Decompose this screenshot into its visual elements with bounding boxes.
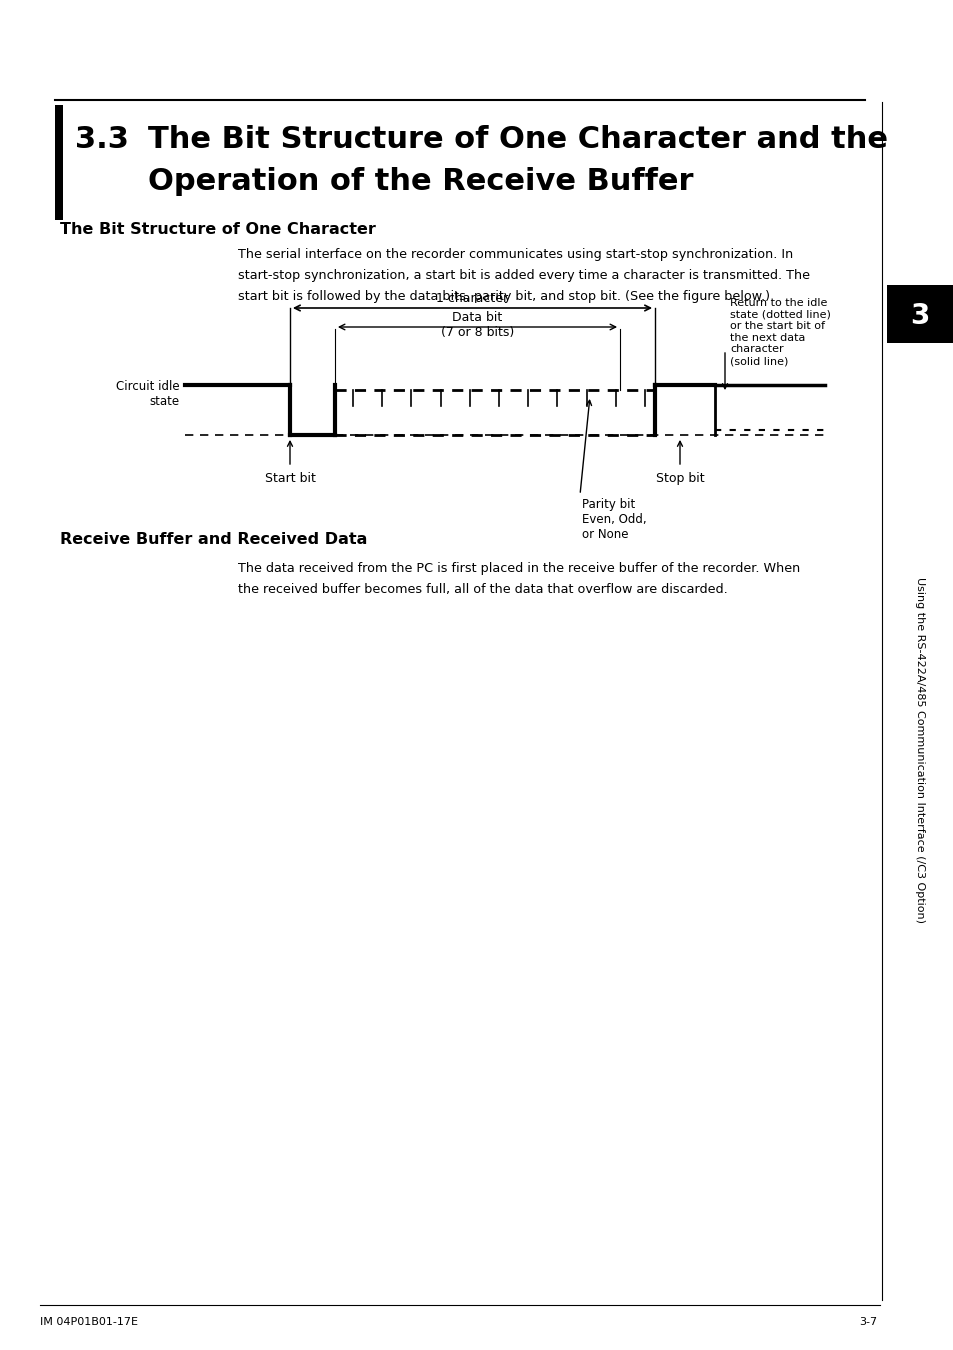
- Text: Operation of the Receive Buffer: Operation of the Receive Buffer: [148, 167, 693, 196]
- Text: Return to the idle
state (dotted line)
or the start bit of
the next data
charact: Return to the idle state (dotted line) o…: [729, 298, 830, 366]
- Text: Data bit: Data bit: [452, 310, 502, 324]
- Text: The Bit Structure of One Character: The Bit Structure of One Character: [60, 221, 375, 238]
- Text: (7 or 8 bits): (7 or 8 bits): [440, 325, 514, 339]
- Text: the received buffer becomes full, all of the data that overflow are discarded.: the received buffer becomes full, all of…: [237, 583, 727, 595]
- Text: 1 character: 1 character: [436, 292, 508, 305]
- Text: 3.3: 3.3: [75, 126, 129, 154]
- Text: Start bit: Start bit: [264, 472, 315, 485]
- Text: 3-7: 3-7: [858, 1318, 876, 1327]
- Bar: [886, 285, 953, 343]
- Bar: [55, 105, 63, 220]
- Text: start-stop synchronization, a start bit is added every time a character is trans: start-stop synchronization, a start bit …: [237, 269, 809, 282]
- Text: Receive Buffer and Received Data: Receive Buffer and Received Data: [60, 532, 367, 547]
- Text: Parity bit
Even, Odd,
or None: Parity bit Even, Odd, or None: [581, 498, 646, 541]
- Text: Stop bit: Stop bit: [655, 472, 703, 485]
- Text: Circuit idle
state: Circuit idle state: [116, 379, 180, 408]
- Text: The data received from the PC is first placed in the receive buffer of the recor: The data received from the PC is first p…: [237, 562, 800, 575]
- Text: The Bit Structure of One Character and the: The Bit Structure of One Character and t…: [148, 126, 887, 154]
- Text: start bit is followed by the data bits, parity bit, and stop bit. (See the figur: start bit is followed by the data bits, …: [237, 290, 769, 302]
- Text: Using the RS-422A/485 Communication Interface (/C3 Option): Using the RS-422A/485 Communication Inte…: [914, 576, 924, 923]
- Text: 3: 3: [909, 302, 929, 329]
- Text: The serial interface on the recorder communicates using start-stop synchronizati: The serial interface on the recorder com…: [237, 248, 792, 261]
- Text: IM 04P01B01-17E: IM 04P01B01-17E: [40, 1318, 138, 1327]
